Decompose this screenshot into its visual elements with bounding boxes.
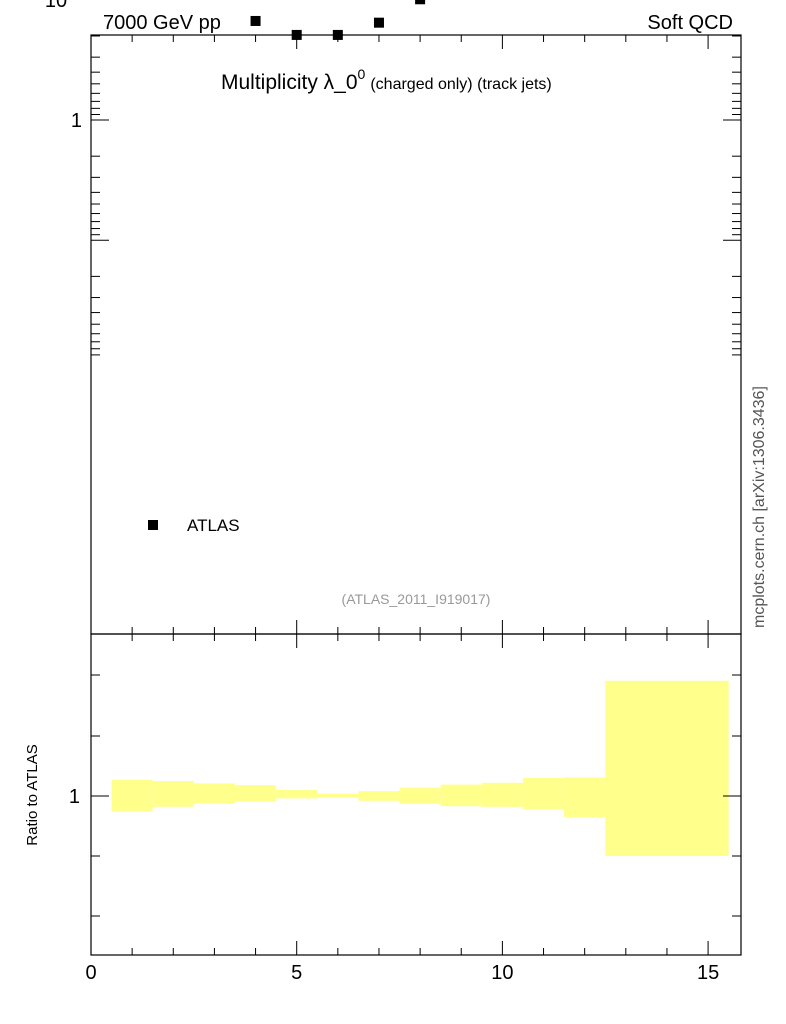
ratio-band-bin — [522, 778, 565, 810]
main-axis-ticks — [90, 35, 741, 634]
ratio-band-bin — [152, 781, 194, 807]
ratio-ylabel: Ratio to ATLAS — [24, 744, 41, 845]
tick-label-base: 1 — [71, 110, 82, 132]
x-tick-label: 10 — [491, 962, 513, 984]
tick-label-base: 10 — [45, 0, 67, 12]
main-title-text: Multiplicity λ_0 — [221, 71, 358, 94]
ratio-plot-frame — [90, 633, 742, 956]
data-point — [250, 15, 261, 26]
main-title: Multiplicity λ_00(charged only) (track j… — [221, 66, 552, 94]
ratio-band-bin — [605, 680, 729, 856]
main-y-tick-labels: 110−110−210−310−4 — [45, 0, 82, 132]
ratio-band-bin — [317, 793, 359, 798]
x-tick-label: 0 — [85, 962, 96, 984]
ratio-band-bin — [234, 785, 277, 802]
main-plot-frame — [90, 34, 742, 635]
data-point — [415, 0, 426, 5]
header-left: 7000 GeV pp — [103, 12, 221, 34]
ratio-band-bin — [193, 783, 235, 804]
analysis-id: (ATLAS_2011_I919017) — [342, 591, 491, 607]
legend-label: ATLAS — [187, 516, 240, 535]
side-reference-label: mcplots.cern.ch [arXiv:1306.3436] — [751, 386, 768, 628]
ratio-band-bin — [440, 784, 482, 807]
ratio-band-bin — [564, 777, 606, 817]
ratio-uncertainty-band — [111, 680, 729, 856]
main-y-tick-label: 1 — [71, 110, 82, 132]
data-point — [373, 17, 384, 28]
ratio-band-bin — [111, 779, 153, 812]
ratio-band-bin — [481, 782, 523, 807]
legend-marker — [148, 520, 158, 530]
ratio-tick-labels: 10 5 10 15 — [69, 786, 719, 984]
x-tick-label: 15 — [697, 962, 719, 984]
header-right: Soft QCD — [647, 12, 733, 34]
ratio-band-bin — [276, 790, 318, 799]
main-title-superscript: 0 — [358, 66, 366, 82]
main-y-tick-label: 10−1 — [45, 0, 82, 12]
ratio-y-tick-label: 1 — [69, 786, 80, 808]
ratio-band-bin — [358, 791, 400, 801]
main-title-suffix: (charged only) (track jets) — [370, 76, 551, 93]
tick-label-exponent: −1 — [67, 0, 82, 1]
ratio-band-bin — [399, 787, 441, 804]
x-tick-label: 5 — [291, 962, 302, 984]
